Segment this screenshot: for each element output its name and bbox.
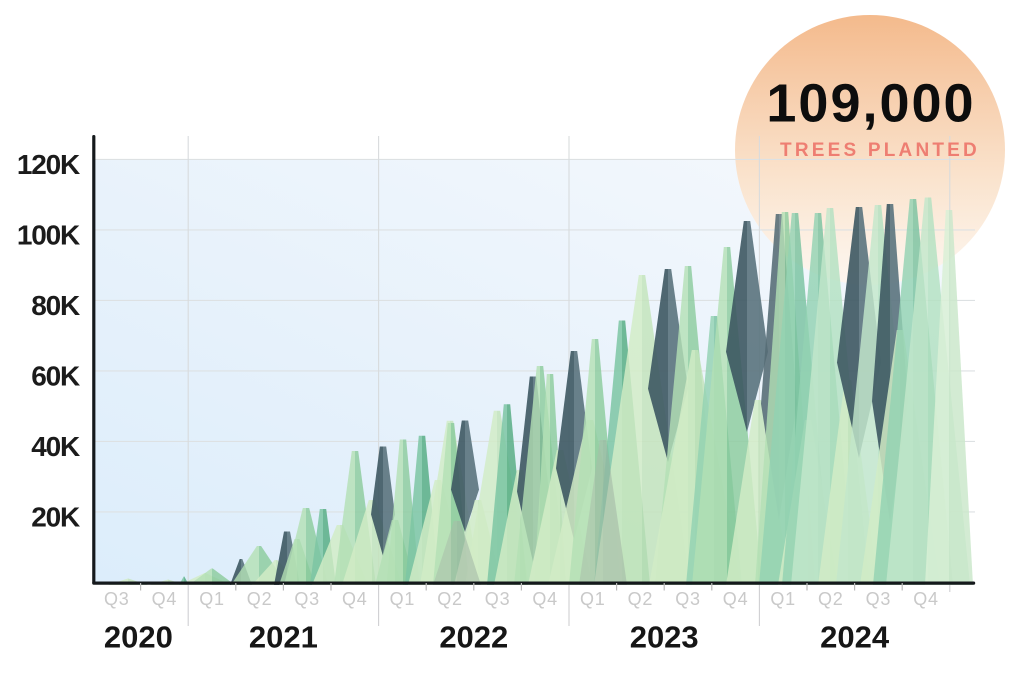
svg-text:Q1: Q1 [390,589,416,609]
svg-text:Q2: Q2 [437,589,463,609]
svg-text:Q1: Q1 [770,589,796,609]
svg-text:Q3: Q3 [866,589,892,609]
svg-text:20K: 20K [31,501,80,532]
svg-text:Q3: Q3 [675,589,701,609]
svg-text:TREES PLANTED: TREES PLANTED [780,140,980,161]
svg-text:Q4: Q4 [723,589,749,609]
svg-text:2024: 2024 [820,620,890,655]
svg-text:60K: 60K [31,360,80,391]
svg-text:Q4: Q4 [342,589,368,609]
svg-text:Q3: Q3 [104,589,130,609]
svg-text:100K: 100K [17,219,80,250]
svg-text:Q1: Q1 [580,589,606,609]
svg-text:40K: 40K [31,431,80,462]
svg-text:120K: 120K [17,149,80,180]
svg-text:2023: 2023 [630,620,699,655]
svg-text:2022: 2022 [439,620,508,655]
svg-text:Q4: Q4 [152,589,178,609]
svg-text:Q2: Q2 [818,589,844,609]
svg-text:109,000: 109,000 [766,74,975,134]
svg-text:2021: 2021 [249,620,318,655]
svg-text:Q3: Q3 [294,589,320,609]
svg-text:2020: 2020 [104,620,173,655]
svg-text:80K: 80K [31,290,80,321]
svg-text:Q2: Q2 [247,589,273,609]
svg-text:Q4: Q4 [913,589,939,609]
svg-text:Q3: Q3 [485,589,511,609]
svg-text:Q2: Q2 [628,589,654,609]
svg-text:Q4: Q4 [532,589,558,609]
svg-text:Q1: Q1 [199,589,225,609]
